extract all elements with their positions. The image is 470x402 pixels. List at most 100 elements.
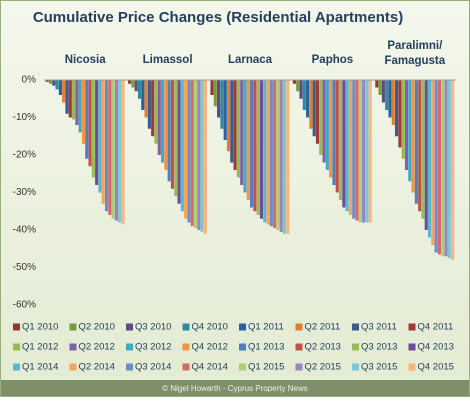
bar [276, 80, 280, 230]
legend-swatch [13, 343, 20, 351]
bar [279, 80, 283, 232]
bar [154, 80, 158, 144]
bar [401, 80, 405, 159]
legend-swatch [352, 323, 359, 331]
bar [157, 80, 161, 155]
legend-swatch [352, 343, 359, 351]
bar [296, 80, 300, 92]
bar [424, 80, 428, 230]
legend-swatch [182, 363, 190, 371]
bar [118, 80, 122, 223]
bar [282, 80, 287, 234]
bar [226, 80, 231, 152]
legend-swatch [239, 323, 246, 331]
bar [141, 80, 145, 110]
legend-label: Q4 2014 [192, 362, 228, 373]
bar [444, 80, 448, 257]
bar [85, 80, 89, 159]
legend-label: Q4 2013 [418, 342, 454, 353]
bar [128, 80, 132, 84]
bar [220, 80, 224, 129]
bar [236, 80, 240, 178]
legend-label: Q3 2012 [135, 342, 171, 353]
legend-label: Q4 2011 [418, 322, 454, 333]
bar [263, 80, 267, 223]
legend-label: Q2 2014 [79, 362, 115, 373]
bar [62, 80, 66, 103]
bar [52, 80, 56, 86]
bar [338, 80, 343, 200]
chart-title: Cumulative Price Changes (Residential Ap… [33, 9, 403, 26]
bar [144, 80, 148, 118]
bar [58, 80, 62, 95]
bar [108, 80, 112, 215]
y-tick-label: -50% [13, 262, 36, 273]
legend-label: Q4 2015 [418, 362, 454, 373]
bar [332, 80, 336, 185]
category-label: Limassol [143, 54, 193, 66]
legend-label: Q4 2010 [192, 322, 228, 333]
legend-swatch [13, 363, 20, 371]
legend-label: Q3 2011 [361, 322, 397, 333]
bar [342, 80, 346, 208]
bar [418, 80, 422, 212]
bar [269, 80, 273, 227]
category-label-line: Paralimni/ [387, 40, 443, 52]
bar [200, 80, 204, 232]
bar [286, 80, 290, 234]
bar [345, 80, 349, 212]
bar [325, 80, 329, 170]
bar [319, 80, 323, 155]
bar [368, 80, 372, 223]
bar [355, 80, 359, 221]
bar [174, 80, 178, 197]
bar [111, 80, 115, 219]
bar [72, 80, 76, 120]
footer-strip [1, 380, 469, 396]
bar [408, 80, 412, 182]
bar [197, 80, 201, 230]
bar [302, 80, 306, 110]
y-tick-label: 0% [22, 75, 37, 86]
bar [312, 80, 316, 137]
bar [213, 80, 217, 107]
category-label: Larnaca [228, 54, 273, 66]
legend-swatch [239, 343, 246, 351]
bar [292, 80, 296, 84]
legend-swatch [408, 363, 416, 371]
bar [98, 80, 102, 193]
bar [431, 80, 435, 245]
bar [233, 80, 237, 170]
bar [375, 80, 379, 88]
bar [131, 80, 135, 88]
legend-label: Q2 2012 [79, 342, 115, 353]
bar [151, 80, 155, 137]
bar [75, 80, 79, 125]
legend-swatch [126, 343, 133, 351]
legend-label: Q1 2010 [22, 322, 58, 333]
bar [362, 80, 366, 223]
legend-label: Q2 2010 [79, 322, 115, 333]
legend-swatch [69, 323, 77, 331]
legend-label: Q2 2013 [305, 342, 341, 353]
source: © Nigel Howarth - Cyprus Property News [162, 384, 308, 393]
legend-swatch [69, 343, 77, 351]
y-tick-label: -30% [13, 187, 36, 198]
bar [68, 80, 72, 118]
legend-label: Q2 2015 [305, 362, 341, 373]
legend-swatch [295, 363, 303, 371]
legend-label: Q1 2011 [248, 322, 284, 333]
bar [134, 80, 138, 92]
y-tick-label: -10% [13, 112, 36, 123]
bar [240, 80, 244, 185]
bar [335, 80, 339, 193]
legend-swatch [295, 343, 303, 351]
bar [256, 80, 260, 215]
bar [203, 80, 207, 234]
bar [388, 80, 392, 118]
bar [437, 80, 442, 255]
bar [193, 80, 198, 229]
legend-label: Q4 2012 [192, 342, 228, 353]
bar [404, 80, 409, 170]
